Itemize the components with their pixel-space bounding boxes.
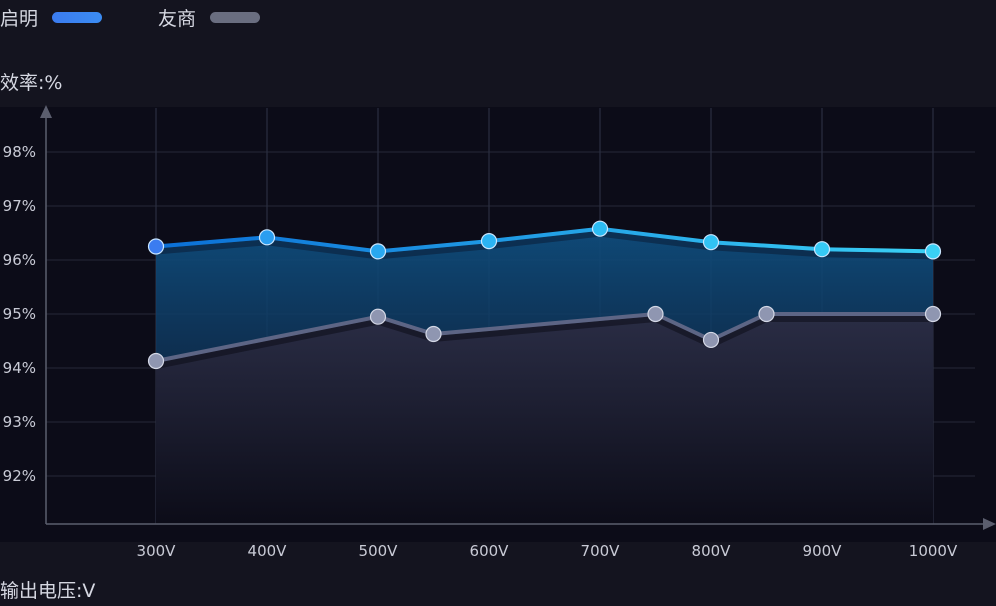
x-tick-label: 300V xyxy=(137,542,177,560)
x-tick-label: 900V xyxy=(803,542,843,560)
data-point-qiming[interactable] xyxy=(369,243,387,260)
x-tick-label: 400V xyxy=(248,542,288,560)
legend-label: 启明 xyxy=(0,7,39,30)
x-tick-label: 600V xyxy=(470,542,510,560)
series-area-competitor xyxy=(156,314,933,524)
y-tick-label: 97% xyxy=(3,197,36,215)
data-point-qiming[interactable] xyxy=(147,238,165,255)
data-point-competitor[interactable] xyxy=(369,308,387,325)
legend-item-competitor[interactable]: 友商 xyxy=(158,4,261,31)
x-tick-label: 500V xyxy=(359,542,399,560)
y-tick-label: 96% xyxy=(3,251,36,269)
data-point-qiming[interactable] xyxy=(813,241,831,258)
data-point-competitor[interactable] xyxy=(924,305,942,323)
x-tick-label: 1000V xyxy=(909,542,958,560)
legend-swatch xyxy=(210,11,261,23)
data-point-competitor[interactable] xyxy=(425,325,442,343)
data-point-qiming[interactable] xyxy=(702,234,720,251)
x-tick-label: 800V xyxy=(692,542,732,560)
data-point-competitor[interactable] xyxy=(702,331,720,349)
data-point-qiming[interactable] xyxy=(591,220,609,237)
x-axis-arrow xyxy=(983,518,996,530)
x-tick-label: 700V xyxy=(581,542,621,560)
y-tick-label: 94% xyxy=(3,359,36,377)
legend-swatch xyxy=(52,11,103,23)
y-tick-label: 92% xyxy=(3,467,36,485)
data-point-qiming[interactable] xyxy=(258,229,276,246)
x-axis-title: 输出电压:V xyxy=(0,580,96,602)
series-line-qiming xyxy=(155,226,934,254)
y-axis-arrow xyxy=(40,105,52,118)
y-tick-label: 98% xyxy=(3,143,36,161)
data-point-competitor[interactable] xyxy=(758,305,775,323)
data-point-competitor[interactable] xyxy=(647,305,664,323)
data-point-qiming[interactable] xyxy=(924,243,942,260)
series-shadow-qiming xyxy=(155,230,934,260)
y-tick-label: 93% xyxy=(3,413,36,431)
legend-label: 友商 xyxy=(158,7,197,30)
legend: 启明 友商 xyxy=(0,4,316,31)
y-tick-label: 95% xyxy=(3,305,36,323)
data-point-competitor[interactable] xyxy=(147,352,165,370)
data-point-qiming[interactable] xyxy=(480,233,498,250)
legend-item-qiming[interactable]: 启明 xyxy=(0,4,103,31)
y-axis-title: 效率:% xyxy=(0,72,63,94)
